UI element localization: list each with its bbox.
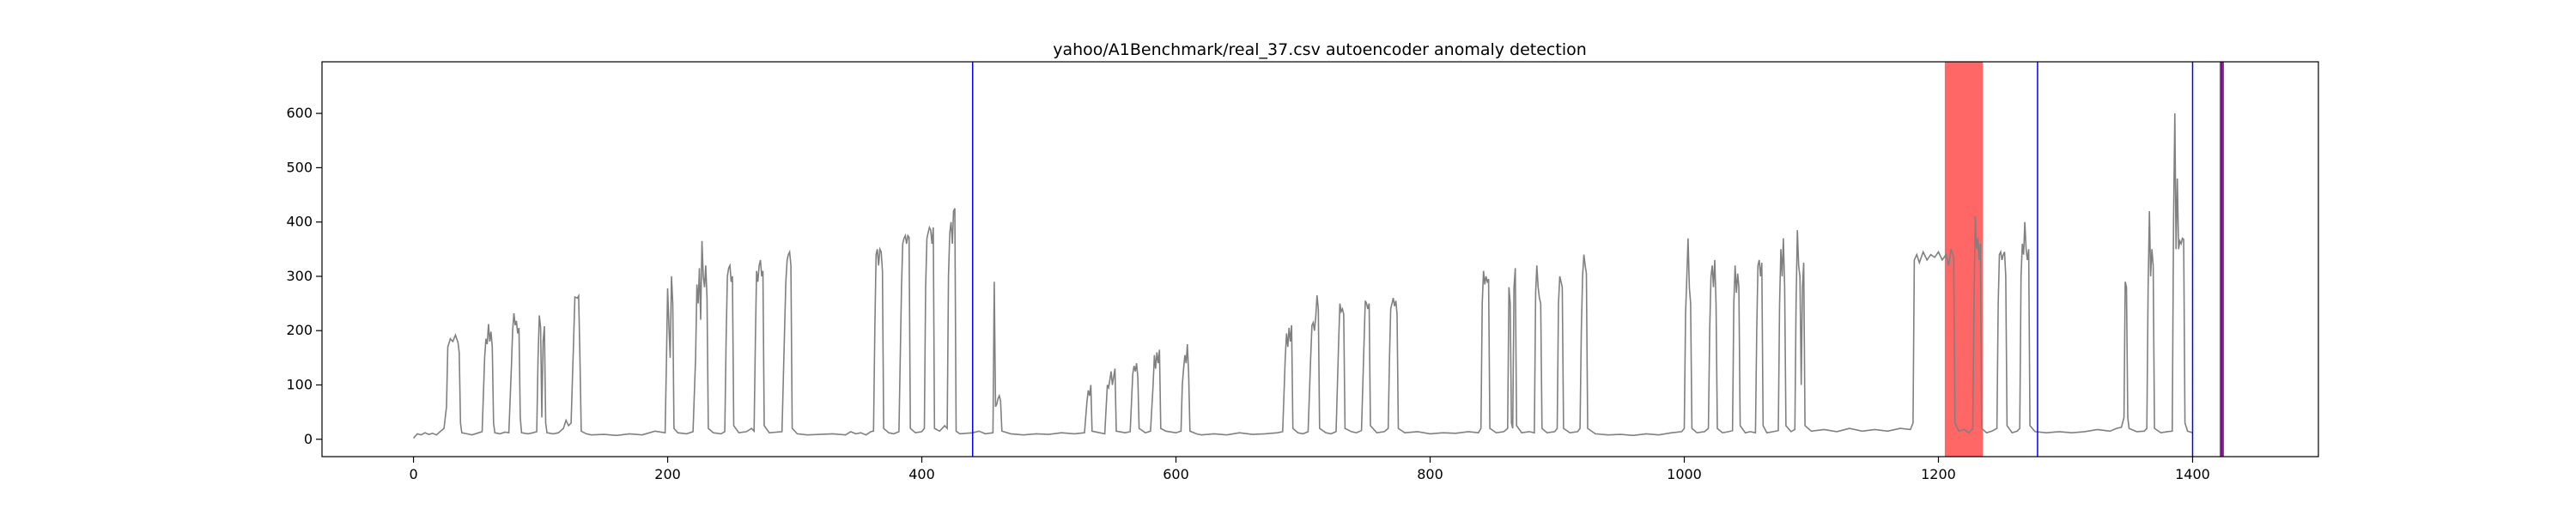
y-tick-label: 400 [286, 214, 313, 230]
y-tick-label: 500 [286, 159, 313, 175]
y-tick-label: 100 [286, 376, 313, 392]
x-tick-label: 400 [908, 466, 935, 482]
chart-title: yahoo/A1Benchmark/real_37.csv autoencode… [1053, 40, 1587, 59]
x-tick-label: 1200 [1921, 466, 1956, 482]
overlap-marker [2220, 62, 2225, 457]
detected-anomaly-span [1944, 62, 1984, 457]
x-tick-label: 0 [409, 466, 417, 482]
y-tick-label: 300 [286, 268, 313, 284]
x-tick-label: 800 [1417, 466, 1443, 482]
x-tick-label: 1400 [2175, 466, 2210, 482]
y-tick-label: 200 [286, 322, 313, 338]
plot-frame [321, 61, 2319, 457]
x-tick-label: 600 [1163, 466, 1189, 482]
y-tick-label: 0 [304, 431, 313, 447]
series-line [412, 113, 2193, 439]
plot-area: 0 200 400 600 800 1000 1200 1400 0 100 200 300 400 50… [286, 61, 2319, 482]
x-tick-label: 200 [654, 466, 681, 482]
x-tick-label: 1000 [1667, 466, 1702, 482]
y-tick-label: 600 [286, 105, 313, 121]
